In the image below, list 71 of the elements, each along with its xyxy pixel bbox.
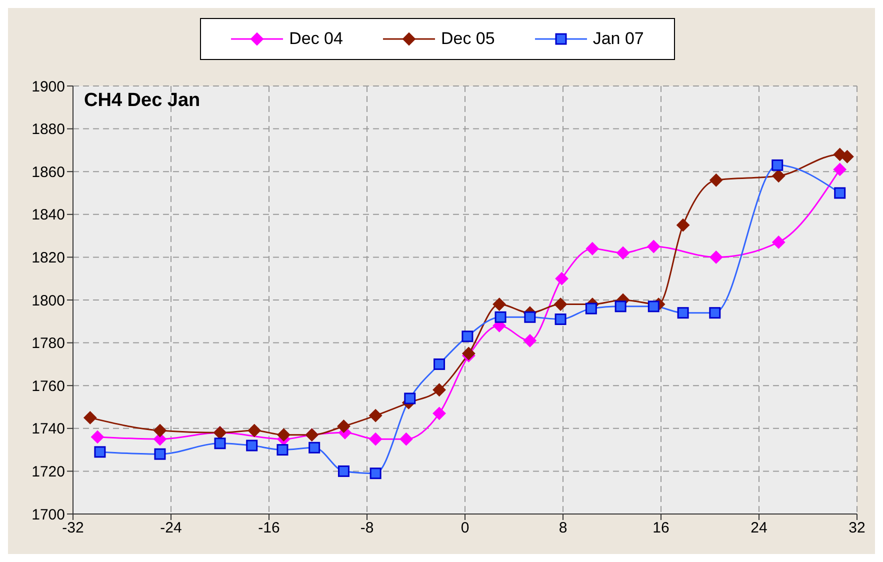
point: [434, 358, 446, 370]
point: [834, 187, 846, 199]
point: [84, 411, 97, 424]
point: [338, 465, 350, 477]
point: [554, 314, 566, 326]
point: [432, 383, 446, 396]
legend-label: Jan 07: [592, 29, 644, 49]
point: [462, 347, 476, 360]
point: [246, 440, 258, 452]
x-tick-label: 8: [558, 520, 568, 537]
point: [462, 330, 474, 342]
point: [586, 242, 599, 256]
point: [404, 392, 416, 404]
point: [677, 307, 689, 319]
point: [614, 300, 626, 312]
x-tick-label: 32: [848, 520, 866, 537]
y-tick-label: 1840: [32, 206, 65, 224]
y-tick-label: 1900: [32, 78, 65, 96]
point: [276, 444, 288, 456]
x-tick-label: 0: [460, 520, 470, 537]
y-tick-label: 1780: [32, 335, 65, 352]
point: [676, 218, 690, 232]
point: [370, 468, 382, 480]
y-tick-label: 1880: [32, 121, 65, 138]
point: [277, 428, 290, 442]
x-tick-label: -8: [360, 520, 374, 537]
legend-label: Dec 04: [288, 29, 343, 49]
point: [554, 298, 568, 311]
point: [492, 298, 506, 311]
legend-label: Dec 05: [440, 29, 495, 49]
y-tick-label: 1860: [32, 164, 65, 181]
point: [94, 446, 106, 458]
y-tick-label: 1820: [32, 250, 65, 267]
y-tick-label: 1760: [32, 378, 65, 395]
point: [772, 159, 784, 171]
point: [494, 311, 506, 323]
chart-title: CH4 Dec Jan: [84, 90, 200, 112]
x-tick-label: -24: [160, 520, 182, 537]
point: [585, 302, 597, 314]
point: [153, 424, 166, 438]
point: [432, 406, 446, 420]
point: [710, 250, 723, 264]
point: [772, 169, 786, 182]
y-tick-label: 1740: [32, 420, 65, 438]
y-tick-label: 1800: [32, 292, 65, 310]
x-tick-label: -16: [258, 520, 280, 537]
point: [710, 174, 723, 187]
x-tick-label: 16: [652, 520, 670, 537]
point: [709, 307, 721, 319]
point: [523, 334, 536, 348]
point: [248, 424, 261, 438]
point: [369, 432, 382, 446]
point: [555, 272, 568, 286]
point: [369, 409, 382, 422]
point: [400, 432, 413, 446]
point: [337, 420, 350, 433]
y-tick-label: 1700: [32, 506, 65, 524]
point: [840, 150, 854, 164]
x-tick-label: 24: [750, 520, 768, 537]
point: [833, 162, 846, 176]
point: [772, 236, 786, 249]
point: [648, 300, 660, 312]
point: [308, 442, 320, 454]
point: [214, 438, 226, 450]
point: [91, 430, 104, 444]
y-tick-label: 1720: [32, 464, 65, 481]
x-tick-label: -32: [62, 520, 84, 537]
point: [154, 448, 166, 460]
point: [616, 246, 630, 260]
point: [524, 311, 536, 323]
point: [647, 240, 660, 253]
